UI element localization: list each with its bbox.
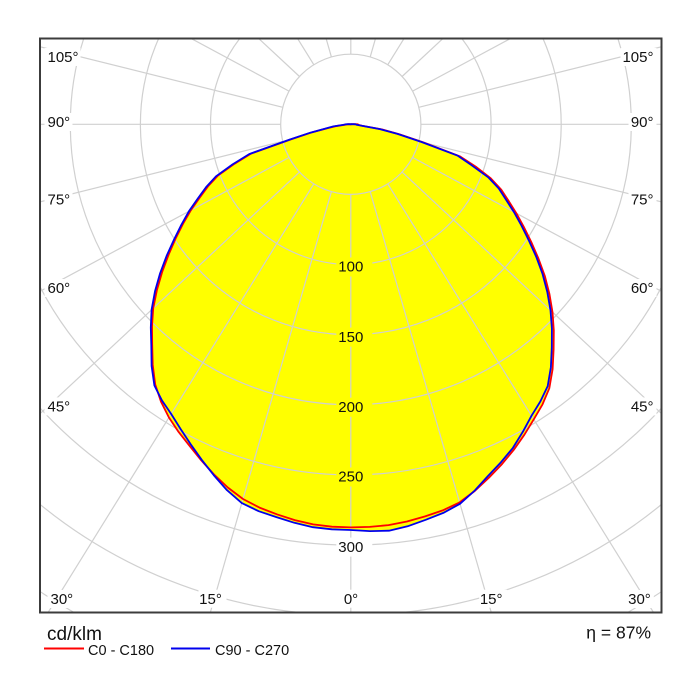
svg-text:η = 87%: η = 87% bbox=[586, 623, 651, 643]
svg-text:C90 - C270: C90 - C270 bbox=[215, 643, 289, 659]
svg-text:15°: 15° bbox=[480, 591, 503, 608]
svg-text:75°: 75° bbox=[631, 192, 654, 209]
svg-text:C0 - C180: C0 - C180 bbox=[88, 643, 154, 659]
svg-text:15°: 15° bbox=[199, 591, 222, 608]
svg-text:90°: 90° bbox=[631, 114, 654, 131]
svg-text:30°: 30° bbox=[628, 591, 651, 608]
svg-text:200: 200 bbox=[338, 399, 363, 416]
svg-text:105°: 105° bbox=[48, 49, 79, 66]
svg-text:45°: 45° bbox=[631, 399, 654, 416]
svg-text:75°: 75° bbox=[48, 192, 71, 209]
svg-text:30°: 30° bbox=[51, 591, 74, 608]
svg-text:cd/klm: cd/klm bbox=[47, 624, 102, 645]
svg-text:60°: 60° bbox=[631, 280, 654, 297]
svg-text:105°: 105° bbox=[622, 49, 653, 66]
svg-text:60°: 60° bbox=[48, 280, 71, 297]
svg-text:150: 150 bbox=[338, 329, 363, 346]
svg-text:250: 250 bbox=[338, 469, 363, 486]
svg-text:100: 100 bbox=[338, 259, 363, 276]
svg-text:45°: 45° bbox=[48, 399, 71, 416]
svg-text:300: 300 bbox=[338, 539, 363, 556]
svg-text:0°: 0° bbox=[344, 591, 358, 608]
svg-text:90°: 90° bbox=[48, 114, 71, 131]
